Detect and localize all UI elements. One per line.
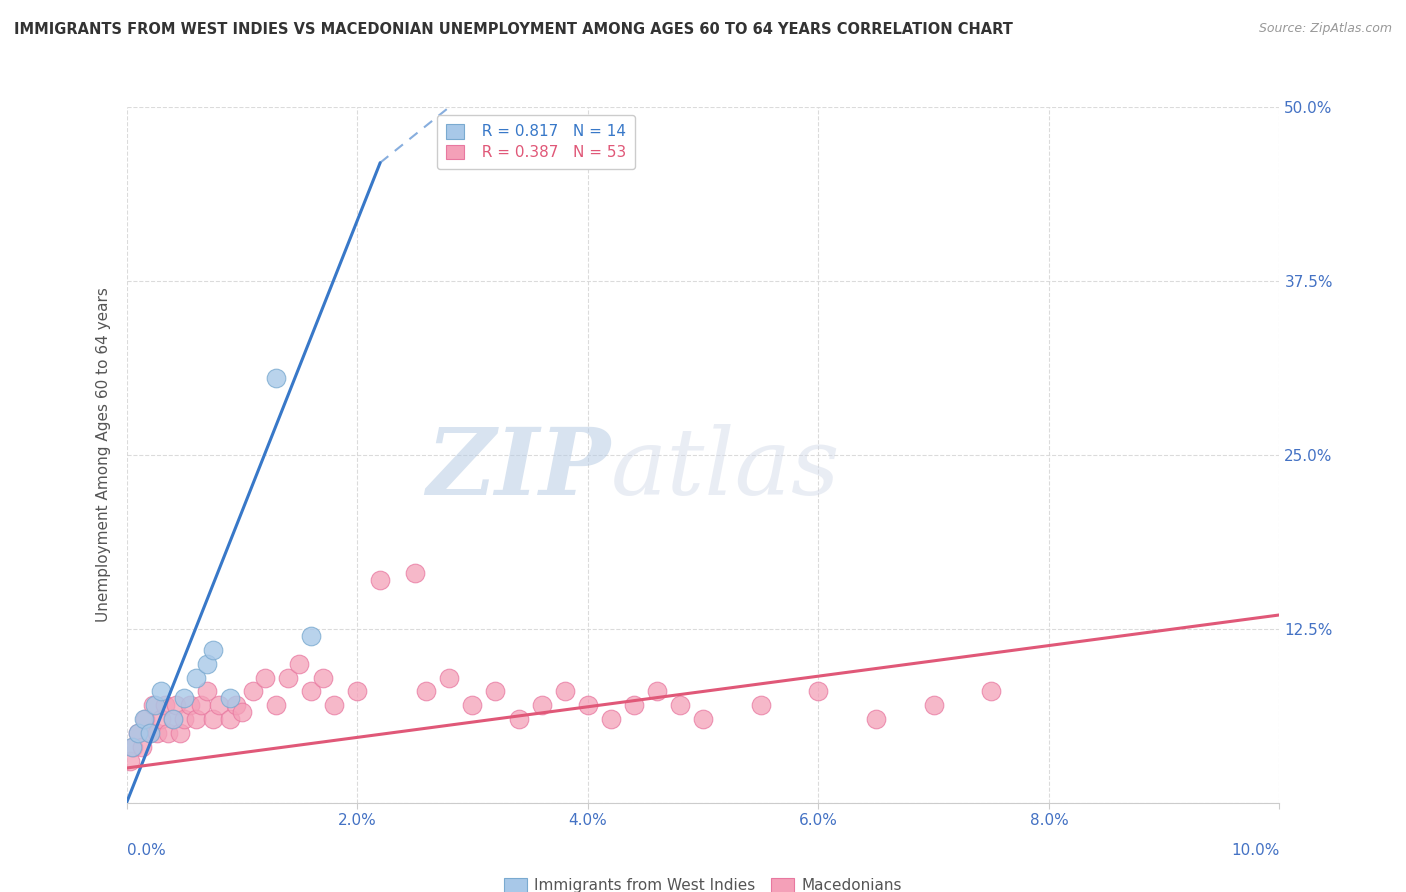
Point: [277, 671, 299, 685]
Point: [231, 706, 253, 720]
Point: [138, 726, 160, 740]
Point: [162, 712, 184, 726]
Text: ZIP: ZIP: [426, 424, 610, 514]
Point: [173, 691, 195, 706]
Point: [415, 684, 437, 698]
Point: [127, 726, 149, 740]
Point: [121, 740, 143, 755]
Point: [311, 671, 333, 685]
Point: [623, 698, 645, 713]
Point: [439, 671, 461, 685]
Point: [576, 698, 599, 713]
Point: [530, 698, 553, 713]
Point: [225, 698, 247, 713]
Point: [132, 712, 155, 726]
Point: [169, 726, 191, 740]
Point: [184, 712, 207, 726]
Point: [645, 684, 668, 698]
Point: [208, 698, 231, 713]
Point: [299, 684, 322, 698]
Point: [980, 684, 1002, 698]
Text: 10.0%: 10.0%: [1232, 843, 1279, 858]
Point: [368, 573, 391, 587]
Point: [195, 657, 218, 671]
Y-axis label: Unemployment Among Ages 60 to 64 years: Unemployment Among Ages 60 to 64 years: [96, 287, 111, 623]
Point: [131, 740, 153, 755]
Point: [165, 698, 187, 713]
Point: [219, 712, 242, 726]
Point: [865, 712, 887, 726]
Point: [190, 698, 212, 713]
Point: [202, 712, 225, 726]
Point: [266, 698, 288, 713]
Point: [202, 642, 225, 657]
Point: [299, 629, 322, 643]
Point: [692, 712, 714, 726]
Point: [461, 698, 484, 713]
Point: [253, 671, 276, 685]
Point: [669, 698, 692, 713]
Point: [195, 684, 218, 698]
Point: [266, 371, 288, 385]
Point: [118, 754, 141, 768]
Point: [323, 698, 346, 713]
Point: [157, 726, 180, 740]
Text: IMMIGRANTS FROM WEST INDIES VS MACEDONIAN UNEMPLOYMENT AMONG AGES 60 TO 64 YEARS: IMMIGRANTS FROM WEST INDIES VS MACEDONIA…: [14, 22, 1012, 37]
Point: [922, 698, 945, 713]
Point: [150, 684, 173, 698]
Text: atlas: atlas: [610, 424, 841, 514]
Point: [508, 712, 530, 726]
Point: [122, 740, 145, 755]
Point: [162, 712, 184, 726]
Point: [346, 684, 368, 698]
Point: [150, 712, 173, 726]
Point: [484, 684, 506, 698]
Point: [145, 698, 166, 713]
Point: [554, 684, 576, 698]
Point: [184, 671, 207, 685]
Legend: Immigrants from West Indies, Macedonians: Immigrants from West Indies, Macedonians: [498, 871, 908, 892]
Point: [127, 726, 149, 740]
Point: [599, 712, 621, 726]
Point: [807, 684, 830, 698]
Point: [145, 726, 167, 740]
Point: [749, 698, 772, 713]
Point: [134, 712, 156, 726]
Point: [153, 698, 176, 713]
Point: [179, 698, 201, 713]
Point: [404, 566, 426, 581]
Text: 0.0%: 0.0%: [127, 843, 166, 858]
Point: [288, 657, 311, 671]
Text: Source: ZipAtlas.com: Source: ZipAtlas.com: [1258, 22, 1392, 36]
Point: [173, 712, 195, 726]
Point: [142, 698, 165, 713]
Point: [219, 691, 242, 706]
Point: [242, 684, 264, 698]
Point: [138, 726, 160, 740]
